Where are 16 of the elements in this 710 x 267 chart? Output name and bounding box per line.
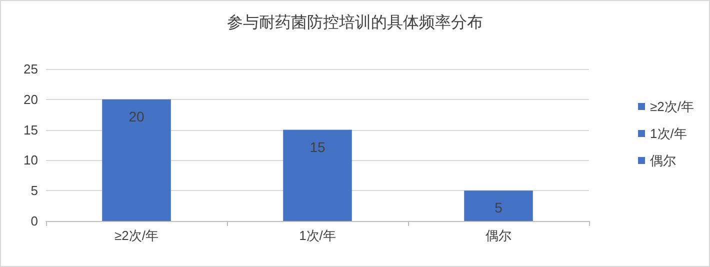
data-label: 15 bbox=[310, 138, 326, 155]
legend-label: ≥2次/年 bbox=[650, 99, 694, 114]
y-tick-label: 15 bbox=[24, 122, 38, 138]
x-tick-label: 偶尔 bbox=[486, 228, 512, 243]
x-tick-label: ≥2次/年 bbox=[114, 228, 158, 243]
data-label: 5 bbox=[494, 200, 503, 216]
chart-title: 参与耐药菌防控培训的具体频率分布 bbox=[227, 12, 483, 32]
y-tick-label: 5 bbox=[30, 183, 38, 198]
y-tick-label: 20 bbox=[24, 92, 38, 107]
legend-label: 1次/年 bbox=[650, 126, 687, 141]
x-tick-label: 1次/年 bbox=[299, 228, 336, 243]
y-tick-label: 25 bbox=[24, 62, 38, 76]
legend-label: 偶尔 bbox=[650, 153, 676, 168]
y-tick-label: 10 bbox=[24, 152, 38, 168]
y-tick-label: 0 bbox=[30, 214, 38, 228]
data-label: 20 bbox=[128, 108, 144, 124]
